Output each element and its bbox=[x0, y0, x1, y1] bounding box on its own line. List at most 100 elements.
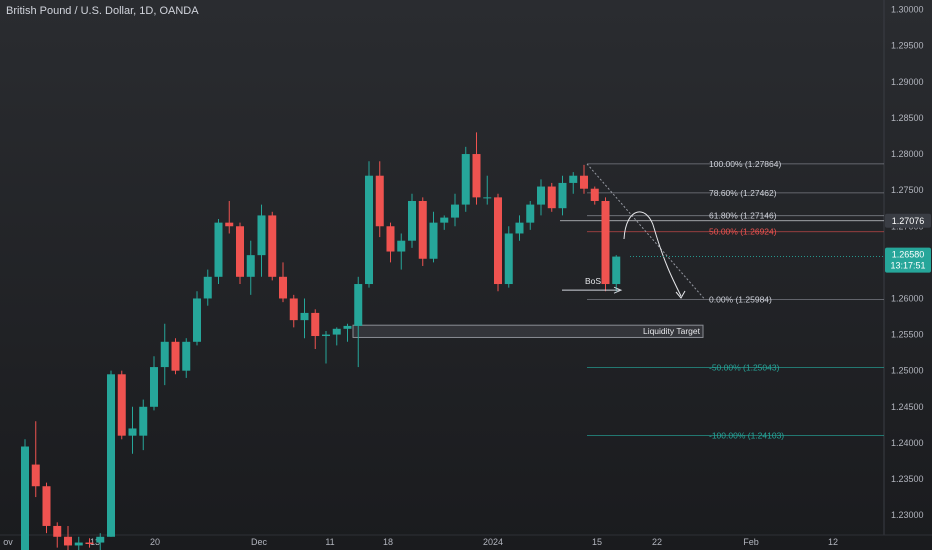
candle-body[interactable] bbox=[580, 175, 588, 189]
time-tick-label: Feb bbox=[743, 537, 759, 547]
bos-arrow-head bbox=[613, 286, 623, 294]
countdown-text: 13:17:51 bbox=[890, 261, 925, 271]
candle-body[interactable] bbox=[117, 374, 126, 436]
candle-body[interactable] bbox=[365, 175, 373, 285]
marked-price-text: 1.27076 bbox=[892, 216, 925, 226]
candle-body[interactable] bbox=[85, 542, 94, 544]
candle-body[interactable] bbox=[96, 536, 105, 543]
time-tick-label: Dec bbox=[251, 537, 268, 547]
price-tick-label: 1.24500 bbox=[891, 402, 924, 412]
liquidity-zone[interactable] bbox=[352, 324, 704, 338]
candle-body[interactable] bbox=[504, 233, 513, 285]
candle-body[interactable] bbox=[408, 200, 416, 241]
candle-body[interactable] bbox=[429, 222, 438, 259]
candle-body[interactable] bbox=[150, 367, 158, 407]
candle-body[interactable] bbox=[515, 222, 524, 234]
chart-title: British Pound / U.S. Dollar, 1D, OANDA bbox=[6, 5, 199, 17]
price-tick-label: 1.23000 bbox=[891, 510, 924, 520]
candle-body[interactable] bbox=[107, 374, 115, 537]
candle-body[interactable] bbox=[139, 406, 148, 436]
time-tick-label: 12 bbox=[828, 537, 838, 547]
fib-level-label: 61.80% (1.27146) bbox=[709, 211, 777, 221]
price-tick-label: 1.23500 bbox=[891, 474, 924, 484]
candle-body[interactable] bbox=[558, 182, 567, 209]
candle-body[interactable] bbox=[128, 428, 137, 436]
price-tick-label: 1.29500 bbox=[891, 41, 924, 51]
fib-trend-line bbox=[586, 163, 706, 300]
candle-body[interactable] bbox=[171, 341, 180, 371]
candle-body[interactable] bbox=[214, 222, 223, 277]
candle-body[interactable] bbox=[225, 222, 234, 227]
price-tick-label: 1.26000 bbox=[891, 293, 924, 303]
candle-body[interactable] bbox=[64, 536, 72, 546]
price-tick-label: 1.25500 bbox=[891, 330, 924, 340]
time-tick-label: 2024 bbox=[483, 537, 503, 547]
price-tick-label: 1.28500 bbox=[891, 113, 924, 123]
candle-body[interactable] bbox=[418, 200, 427, 259]
candle-body[interactable] bbox=[386, 226, 395, 252]
candle-body[interactable] bbox=[203, 276, 212, 299]
liquidity-target-label: Liquidity Target bbox=[643, 326, 701, 336]
candle-body[interactable] bbox=[246, 255, 255, 277]
price-tick-label: 1.30000 bbox=[891, 5, 924, 15]
candle-body[interactable] bbox=[182, 341, 191, 371]
current-price-tag bbox=[885, 247, 931, 273]
candle-body[interactable] bbox=[472, 154, 481, 198]
candle-body[interactable] bbox=[31, 464, 40, 487]
candle-body[interactable] bbox=[483, 197, 492, 199]
time-tick-label: 15 bbox=[592, 537, 602, 547]
candle-body[interactable] bbox=[236, 226, 244, 277]
candle-body[interactable] bbox=[289, 298, 298, 321]
candle-body[interactable] bbox=[569, 175, 578, 183]
time-tick-label: 22 bbox=[652, 537, 662, 547]
candle-body[interactable] bbox=[451, 204, 459, 218]
bos-label: BoS bbox=[585, 276, 601, 286]
candle-body[interactable] bbox=[53, 525, 62, 537]
fib-level-label: 0.00% (1.25984) bbox=[709, 295, 772, 305]
fib-level-label: -100.00% (1.24103) bbox=[709, 430, 784, 440]
candle-body[interactable] bbox=[590, 188, 599, 201]
fib-level-label: 78.60% (1.27462) bbox=[709, 188, 777, 198]
time-tick-label: ov bbox=[3, 537, 13, 547]
candle-body[interactable] bbox=[322, 334, 330, 337]
candle-body[interactable] bbox=[375, 175, 384, 227]
candle-body[interactable] bbox=[257, 215, 266, 256]
candle-body[interactable] bbox=[42, 486, 51, 526]
candle-body[interactable] bbox=[526, 204, 535, 223]
candle-body[interactable] bbox=[193, 298, 201, 342]
time-tick-label: 13 bbox=[90, 537, 100, 547]
price-tick-label: 1.28000 bbox=[891, 149, 924, 159]
candle-body[interactable] bbox=[440, 217, 449, 223]
candle-body[interactable] bbox=[343, 325, 352, 329]
candle-body[interactable] bbox=[268, 215, 277, 277]
marked-price-tag bbox=[885, 213, 931, 228]
candle-body[interactable] bbox=[21, 446, 29, 550]
candle-body[interactable] bbox=[601, 200, 610, 285]
candle-body[interactable] bbox=[612, 256, 621, 285]
candle-body[interactable] bbox=[494, 197, 502, 285]
time-tick-label: 18 bbox=[383, 537, 393, 547]
candle-body[interactable] bbox=[354, 284, 363, 326]
price-tick-label: 1.24000 bbox=[891, 438, 924, 448]
candle-body[interactable] bbox=[332, 328, 341, 335]
candle-body[interactable] bbox=[160, 341, 169, 368]
candle-body[interactable] bbox=[397, 240, 406, 252]
candle-body[interactable] bbox=[311, 312, 320, 337]
candle-body[interactable] bbox=[461, 154, 470, 205]
fib-level-label: 100.00% (1.27864) bbox=[709, 159, 781, 169]
time-tick-label: 11 bbox=[325, 537, 334, 547]
candle-body[interactable] bbox=[547, 186, 556, 209]
candle-body[interactable] bbox=[300, 312, 309, 321]
projection-arrow-head bbox=[675, 290, 686, 299]
fib-level-label: 50.00% (1.26924) bbox=[709, 227, 777, 237]
price-tick-label: 1.27500 bbox=[891, 185, 924, 195]
fib-level-label: -50.00% (1.25043) bbox=[709, 363, 780, 373]
candle-body[interactable] bbox=[279, 276, 287, 299]
candle-body[interactable] bbox=[74, 542, 83, 546]
candle-body[interactable] bbox=[537, 186, 545, 205]
projection-curve bbox=[623, 211, 682, 297]
price-tick-label: 1.29000 bbox=[891, 77, 924, 87]
current-price-text: 1.26580 bbox=[892, 250, 925, 260]
